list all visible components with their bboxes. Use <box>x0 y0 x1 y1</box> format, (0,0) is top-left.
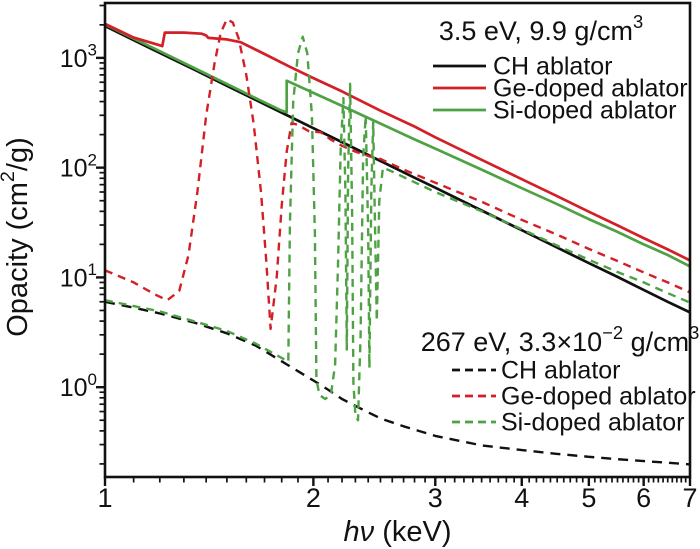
legend-label-ch-dashed: CH ablator <box>501 357 621 385</box>
curve-ge-dashed <box>105 18 690 331</box>
y-tick-label: 100 <box>60 370 97 402</box>
curve-si-solid <box>105 23 690 268</box>
legend-label-ch-solid: CH ablator <box>493 53 613 81</box>
legend-label-si-solid: Si-doped ablator <box>493 97 676 125</box>
x-tick-label: 7 <box>682 483 697 513</box>
x-tick-label: 3 <box>428 483 443 513</box>
axis-ticks <box>96 4 692 486</box>
plot-frame <box>103 1 692 479</box>
y-axis-title: Opacity (cm2/g) <box>0 137 34 337</box>
curves-layer <box>105 18 690 466</box>
y-tick-label: 102 <box>60 150 97 182</box>
legend-label-si-dashed: Si-doped ablator <box>501 409 684 437</box>
legend-label-ge-dashed: Ge-doped ablator <box>501 383 696 411</box>
curve-ch-dashed <box>105 300 690 466</box>
legend-title-dashed-conditions: 267 eV, 3.3×10−2 g/cm3 <box>421 322 700 357</box>
legend-title-solid-conditions: 3.5 eV, 9.9 g/cm3 <box>439 11 643 46</box>
x-tick-label: 2 <box>306 483 321 513</box>
x-tick-label: 1 <box>97 483 112 513</box>
curve-ge-solid <box>105 22 690 262</box>
y-tick-label: 101 <box>60 260 97 292</box>
legend-label-ge-solid: Ge-doped ablator <box>493 75 688 103</box>
x-tick-label: 5 <box>581 483 596 513</box>
y-tick-label: 103 <box>60 41 97 73</box>
x-tick-label: 4 <box>514 483 529 513</box>
curve-ch-solid <box>105 24 690 314</box>
x-tick-label: 6 <box>636 483 651 513</box>
x-axis-title: hν (keV) <box>344 516 452 548</box>
curve-si-dashed <box>105 35 690 422</box>
